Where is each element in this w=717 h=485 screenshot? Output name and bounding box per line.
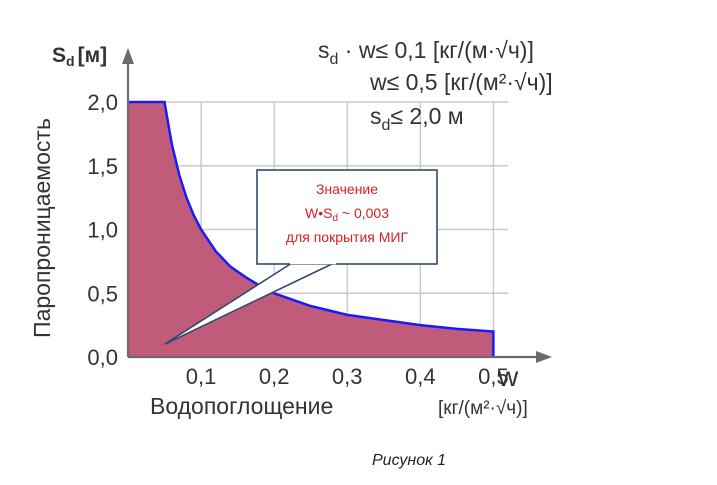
conditions-block: sd · w≤ 0,1 [кг/(м·√ч)] w≤ 0,5 [кг/(м²·√…	[318, 37, 553, 134]
y-tick-label-3: 1,5	[87, 154, 118, 179]
annotation-line-1: Значение	[316, 181, 378, 197]
x-tick-label-4: 0,5	[478, 364, 509, 389]
annotation-callout: Значение W•Sd ~ 0,003 для покрытия МИГ	[164, 169, 438, 346]
callout-box	[256, 169, 438, 265]
x-tick-labels: 0,1 0,2 0,3 0,4 0,5	[186, 364, 509, 389]
y-tick-label-2: 1,0	[87, 218, 118, 243]
annotation-line-2: W•Sd ~ 0,003	[305, 205, 389, 224]
y-tick-label-1: 0,5	[87, 281, 118, 306]
y-axis-symbol: Sd [м]	[52, 44, 107, 69]
x-tick-label-1: 0,2	[259, 364, 290, 389]
x-tick-label-0: 0,1	[186, 364, 217, 389]
y-tick-labels: 0,0 0,5 1,0 1,5 2,0	[87, 90, 118, 370]
x-axis-symbol: w	[497, 361, 519, 392]
y-axis-arrow	[122, 48, 134, 64]
condition-1: sd · w≤ 0,1 [кг/(м·√ч)]	[318, 37, 534, 68]
condition-3: sd≤ 2,0 м	[370, 103, 464, 134]
y-axis-title: Паропроницаемость	[29, 118, 55, 338]
x-axis-title: Водопоглощение	[150, 393, 333, 419]
y-tick-label-0: 0,0	[87, 345, 118, 370]
x-axis-unit: [кг/(м²·√ч)]	[438, 398, 528, 419]
axes	[122, 48, 552, 363]
area-fill	[128, 102, 494, 357]
x-tick-label-2: 0,3	[332, 364, 363, 389]
condition-2: w≤ 0,5 [кг/(м²·√ч)]	[369, 69, 553, 95]
x-axis-arrow	[536, 351, 552, 363]
annotation-line-3: для покрытия МИГ	[286, 229, 409, 245]
y-tick-label-4: 2,0	[87, 90, 118, 115]
boundary-curve	[128, 100, 495, 358]
x-tick-label-3: 0,4	[405, 364, 436, 389]
figure-caption: Рисунок 1	[372, 452, 446, 469]
